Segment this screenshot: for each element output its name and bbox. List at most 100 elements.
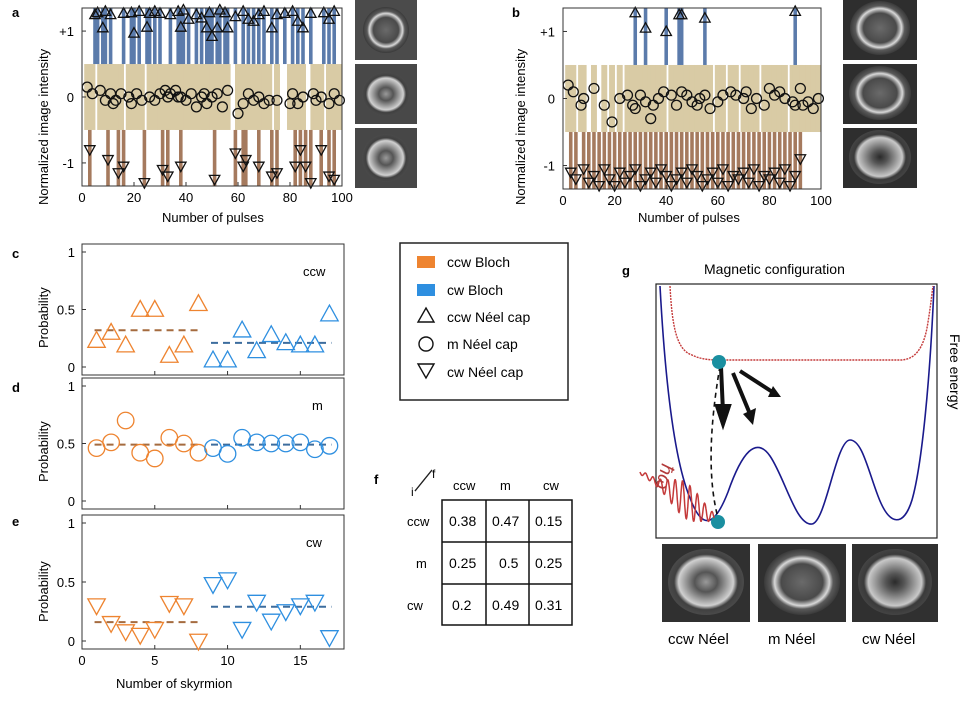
y-tick-label: 1 [68, 379, 75, 394]
band-down [581, 132, 586, 189]
panel-a-markers [81, 3, 345, 190]
legend-label-ccw-bloch: ccw Bloch [447, 254, 510, 270]
panel-b-images [843, 0, 917, 188]
data-point [322, 171, 336, 183]
data-point [246, 340, 267, 359]
band-down [241, 129, 245, 186]
panel-b-ylabel: Normalized image intensity [513, 48, 528, 205]
band-up [108, 8, 113, 65]
band-mid [743, 64, 750, 133]
data-point [750, 92, 763, 105]
data-point [685, 164, 699, 176]
band-up [643, 8, 648, 65]
band-mid [336, 64, 343, 130]
data-point [737, 92, 750, 105]
x-tick-label: 5 [151, 653, 158, 668]
data-point [174, 434, 193, 453]
data-point [711, 177, 725, 190]
band-down [679, 132, 684, 189]
data-point [794, 154, 807, 166]
data-point [701, 174, 714, 186]
data-point [144, 299, 165, 317]
data-point [127, 26, 141, 38]
band-down [721, 132, 725, 189]
data-point [286, 4, 299, 16]
data-point [794, 82, 806, 95]
legend-tri-up-icon [416, 306, 436, 323]
data-point [304, 178, 318, 190]
band-mid [781, 64, 788, 133]
band-mid [609, 64, 615, 133]
data-point [323, 97, 335, 110]
y-tick-label: 0.5 [57, 575, 75, 590]
panel-e-label: cw [306, 535, 323, 550]
band-up [121, 8, 126, 65]
panel-d-ticks: 00.51 [57, 379, 301, 509]
table-row-label-m: m [416, 556, 427, 571]
data-point [732, 174, 745, 186]
label-m-neel: m Néel [768, 631, 816, 648]
panel-f-table: f i ccw m cw ccw m cw 0.38 0.47 0.15 0.2… [407, 467, 573, 626]
panel-letter-a: a [12, 5, 20, 20]
x-tick-label: 20 [607, 193, 621, 208]
data-point [567, 86, 579, 98]
data-point [305, 334, 325, 353]
data-point [86, 330, 107, 348]
data-point [203, 5, 216, 18]
band-down [602, 132, 607, 189]
data-point [188, 633, 209, 652]
band-down [648, 132, 653, 189]
band-down [592, 132, 596, 189]
data-point [645, 113, 657, 125]
panel-b-xlabel: Number of pulses [638, 210, 740, 225]
table-cell: 0.49 [492, 597, 519, 613]
panel-e-chart: 00.510 5 10 15 cw Probability Number of sky… [36, 514, 345, 691]
data-point [291, 14, 305, 26]
data-point [247, 433, 266, 452]
x-tick-label: 0 [78, 653, 85, 668]
y-tick-label: 0 [548, 92, 555, 107]
data-point [598, 99, 610, 111]
data-point [564, 167, 578, 179]
x-tick-label: 15 [293, 653, 307, 668]
band-up [793, 8, 797, 65]
band-mid [714, 64, 721, 133]
legend-swatch-ccw-bloch [417, 256, 435, 268]
data-point [275, 604, 296, 622]
band-up [283, 8, 287, 65]
data-point [737, 167, 750, 179]
y-tick-label: 0.5 [57, 437, 75, 452]
data-point [112, 168, 125, 180]
x-tick-label: 10 [220, 653, 234, 668]
band-up [241, 8, 245, 65]
x-tick-label: 80 [762, 193, 776, 208]
data-point [634, 180, 647, 193]
data-point [716, 164, 730, 176]
data-point [101, 322, 121, 340]
data-point [763, 174, 776, 186]
data-point [270, 7, 284, 20]
panel-d-markers [87, 411, 339, 468]
band-mid [624, 64, 631, 133]
panel-letter-f: f [374, 472, 379, 487]
data-point [299, 161, 312, 173]
data-point [174, 161, 188, 173]
data-point [807, 102, 819, 115]
band-mid [300, 64, 306, 130]
panel-d-label: m [312, 398, 323, 413]
table-cell: 0.15 [535, 513, 562, 529]
band-up [147, 8, 152, 65]
data-point [101, 615, 121, 634]
panel-letter-c: c [12, 246, 19, 261]
band-mid [815, 64, 822, 133]
data-point [125, 97, 137, 110]
data-point [232, 107, 244, 120]
panel-letter-d: d [12, 380, 20, 395]
band-up [186, 8, 191, 65]
band-up [205, 8, 209, 65]
data-point [758, 99, 770, 111]
data-point [174, 334, 194, 353]
data-point [304, 6, 318, 18]
legend-label-cw-neel: cw Néel cap [447, 364, 523, 380]
band-down [695, 132, 699, 189]
